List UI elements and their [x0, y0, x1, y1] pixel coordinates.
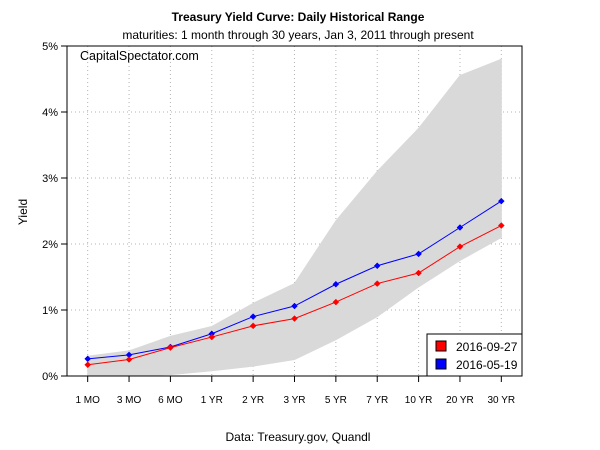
- chart-subtitle: maturities: 1 month through 30 years, Ja…: [122, 28, 474, 42]
- series-lines: [84, 197, 505, 369]
- data-point-2016-05-19: [456, 224, 464, 231]
- data-point-2016-09-27: [373, 280, 381, 287]
- data-point-2016-09-27: [125, 356, 133, 363]
- data-point-2016-09-27: [249, 322, 257, 330]
- data-point-2016-05-19: [291, 302, 298, 310]
- chart-title: Treasury Yield Curve: Daily Historical R…: [172, 10, 425, 24]
- data-point-2016-05-19: [249, 313, 257, 320]
- data-point-2016-05-19: [415, 250, 422, 258]
- x-tick-label: 3 YR: [283, 395, 305, 406]
- x-tick-label: 20 YR: [446, 395, 474, 406]
- data-point-2016-09-27: [84, 361, 92, 369]
- x-tick-label: 5 YR: [325, 395, 347, 406]
- data-point-2016-09-27: [167, 344, 174, 351]
- y-tick-label: 1%: [42, 305, 58, 317]
- data-point-2016-09-27: [208, 333, 216, 341]
- legend-label: 2016-05-19: [456, 358, 518, 372]
- data-point-2016-09-27: [497, 222, 505, 229]
- data-point-2016-09-27: [415, 269, 422, 277]
- axes: 0% 1% 2% 3% 4% 5% 1 MO 3 MO 6 MO 1 YR 2 YR 3 YR 5 YR…: [42, 41, 515, 406]
- data-point-2016-09-27: [456, 243, 464, 250]
- y-tick-label: 3%: [42, 173, 58, 185]
- legend-swatch: [435, 358, 447, 370]
- x-tick-label: 2 YR: [242, 395, 264, 406]
- historical-range-band: [87, 58, 502, 377]
- x-tick-label: 6 MO: [158, 395, 183, 406]
- data-point-2016-05-19: [373, 262, 381, 270]
- data-point-2016-05-19: [497, 197, 505, 205]
- x-tick-label: 1 YR: [201, 395, 223, 406]
- x-tick-label: 3 MO: [117, 395, 142, 406]
- x-axis-label: Data: Treasury.gov, Quandl: [226, 430, 371, 444]
- data-point-2016-09-27: [291, 315, 298, 322]
- x-tick-label: 10 YR: [405, 395, 433, 406]
- x-tick-label: 30 YR: [488, 395, 516, 406]
- historical-range-area: [87, 58, 502, 377]
- y-tick-label: 0%: [42, 371, 58, 383]
- x-tick-label: 1 MO: [75, 395, 100, 406]
- y-tick-label: 5%: [42, 41, 58, 53]
- legend-swatch: [435, 340, 447, 352]
- data-point-2016-09-27: [332, 298, 340, 306]
- legend: 2016-09-27 2016-05-19: [426, 333, 523, 377]
- y-axis-label: Yield: [16, 199, 30, 225]
- x-tick-label: 7 YR: [366, 395, 388, 406]
- watermark-text: CapitalSpectator.com: [80, 49, 199, 63]
- data-point-2016-05-19: [332, 280, 340, 288]
- y-tick-label: 2%: [42, 239, 58, 251]
- legend-label: 2016-09-27: [456, 340, 518, 354]
- y-tick-label: 4%: [42, 107, 58, 119]
